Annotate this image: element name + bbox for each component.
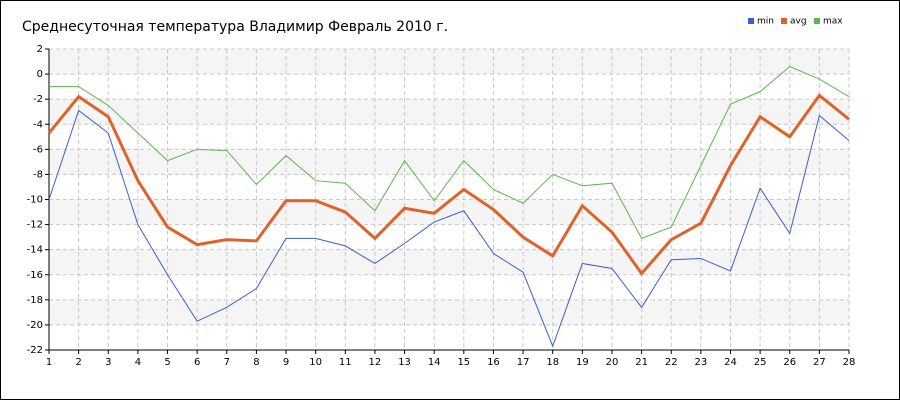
x-tick-label: 22: [665, 357, 678, 368]
x-tick-label: 3: [105, 357, 111, 368]
x-tick-label: 19: [576, 357, 589, 368]
x-tick-label: 18: [546, 357, 559, 368]
x-tick-label: 11: [339, 357, 352, 368]
x-tick-label: 23: [694, 357, 707, 368]
y-tick-label: -4: [33, 119, 43, 130]
y-tick-label: -16: [27, 270, 43, 281]
x-tick-label: 27: [813, 357, 826, 368]
y-tick-label: -18: [27, 295, 43, 306]
grid-band: [49, 199, 849, 225]
y-tick-label: -10: [27, 195, 43, 206]
legend-swatch: [814, 18, 820, 24]
series-line: [49, 65, 850, 240]
x-tick-label: 10: [309, 357, 322, 368]
x-tick-label: 1: [46, 357, 52, 368]
x-tick-label: 8: [253, 357, 259, 368]
x-tick-label: 24: [724, 357, 737, 368]
series-line: [48, 109, 850, 348]
x-tick-label: 5: [164, 357, 170, 368]
y-tick-label: -2: [33, 94, 43, 105]
x-tick-label: 2: [75, 357, 81, 368]
x-tick-label: 16: [487, 357, 500, 368]
y-tick-label: -12: [27, 220, 43, 231]
legend-label: max: [823, 17, 843, 27]
legend-label: min: [757, 17, 774, 27]
x-tick-label: 21: [635, 357, 648, 368]
legend-label: avg: [790, 17, 807, 27]
legend-swatch: [781, 18, 787, 24]
grid-band: [49, 49, 849, 75]
y-tick-label: 0: [37, 69, 43, 80]
x-tick-label: 28: [843, 357, 856, 368]
x-tick-label: 26: [783, 357, 796, 368]
grid-band: [49, 249, 849, 275]
x-tick-label: 25: [754, 357, 767, 368]
legend-swatch: [748, 18, 754, 24]
y-tick-label: 2: [37, 44, 43, 55]
y-tick-label: -8: [33, 169, 43, 180]
x-tick-label: 14: [428, 357, 441, 368]
grid-band: [49, 149, 849, 175]
series-line: [47, 93, 850, 276]
x-tick-label: 15: [457, 357, 470, 368]
y-tick-label: -22: [27, 345, 43, 356]
x-tick-label: 13: [398, 357, 411, 368]
x-tick-label: 9: [283, 357, 289, 368]
y-tick-label: -20: [27, 320, 43, 331]
x-tick-label: 6: [194, 357, 200, 368]
x-tick-label: 20: [606, 357, 619, 368]
y-tick-label: -6: [33, 144, 43, 155]
x-tick-label: 4: [135, 357, 141, 368]
grid-band: [49, 99, 849, 125]
x-tick-label: 12: [369, 357, 382, 368]
chart-title: Среднесуточная температура Владимир Февр…: [22, 19, 448, 35]
grid-band: [49, 299, 849, 325]
x-tick-label: 7: [224, 357, 230, 368]
x-tick-label: 17: [517, 357, 530, 368]
y-tick-label: -14: [27, 245, 43, 256]
